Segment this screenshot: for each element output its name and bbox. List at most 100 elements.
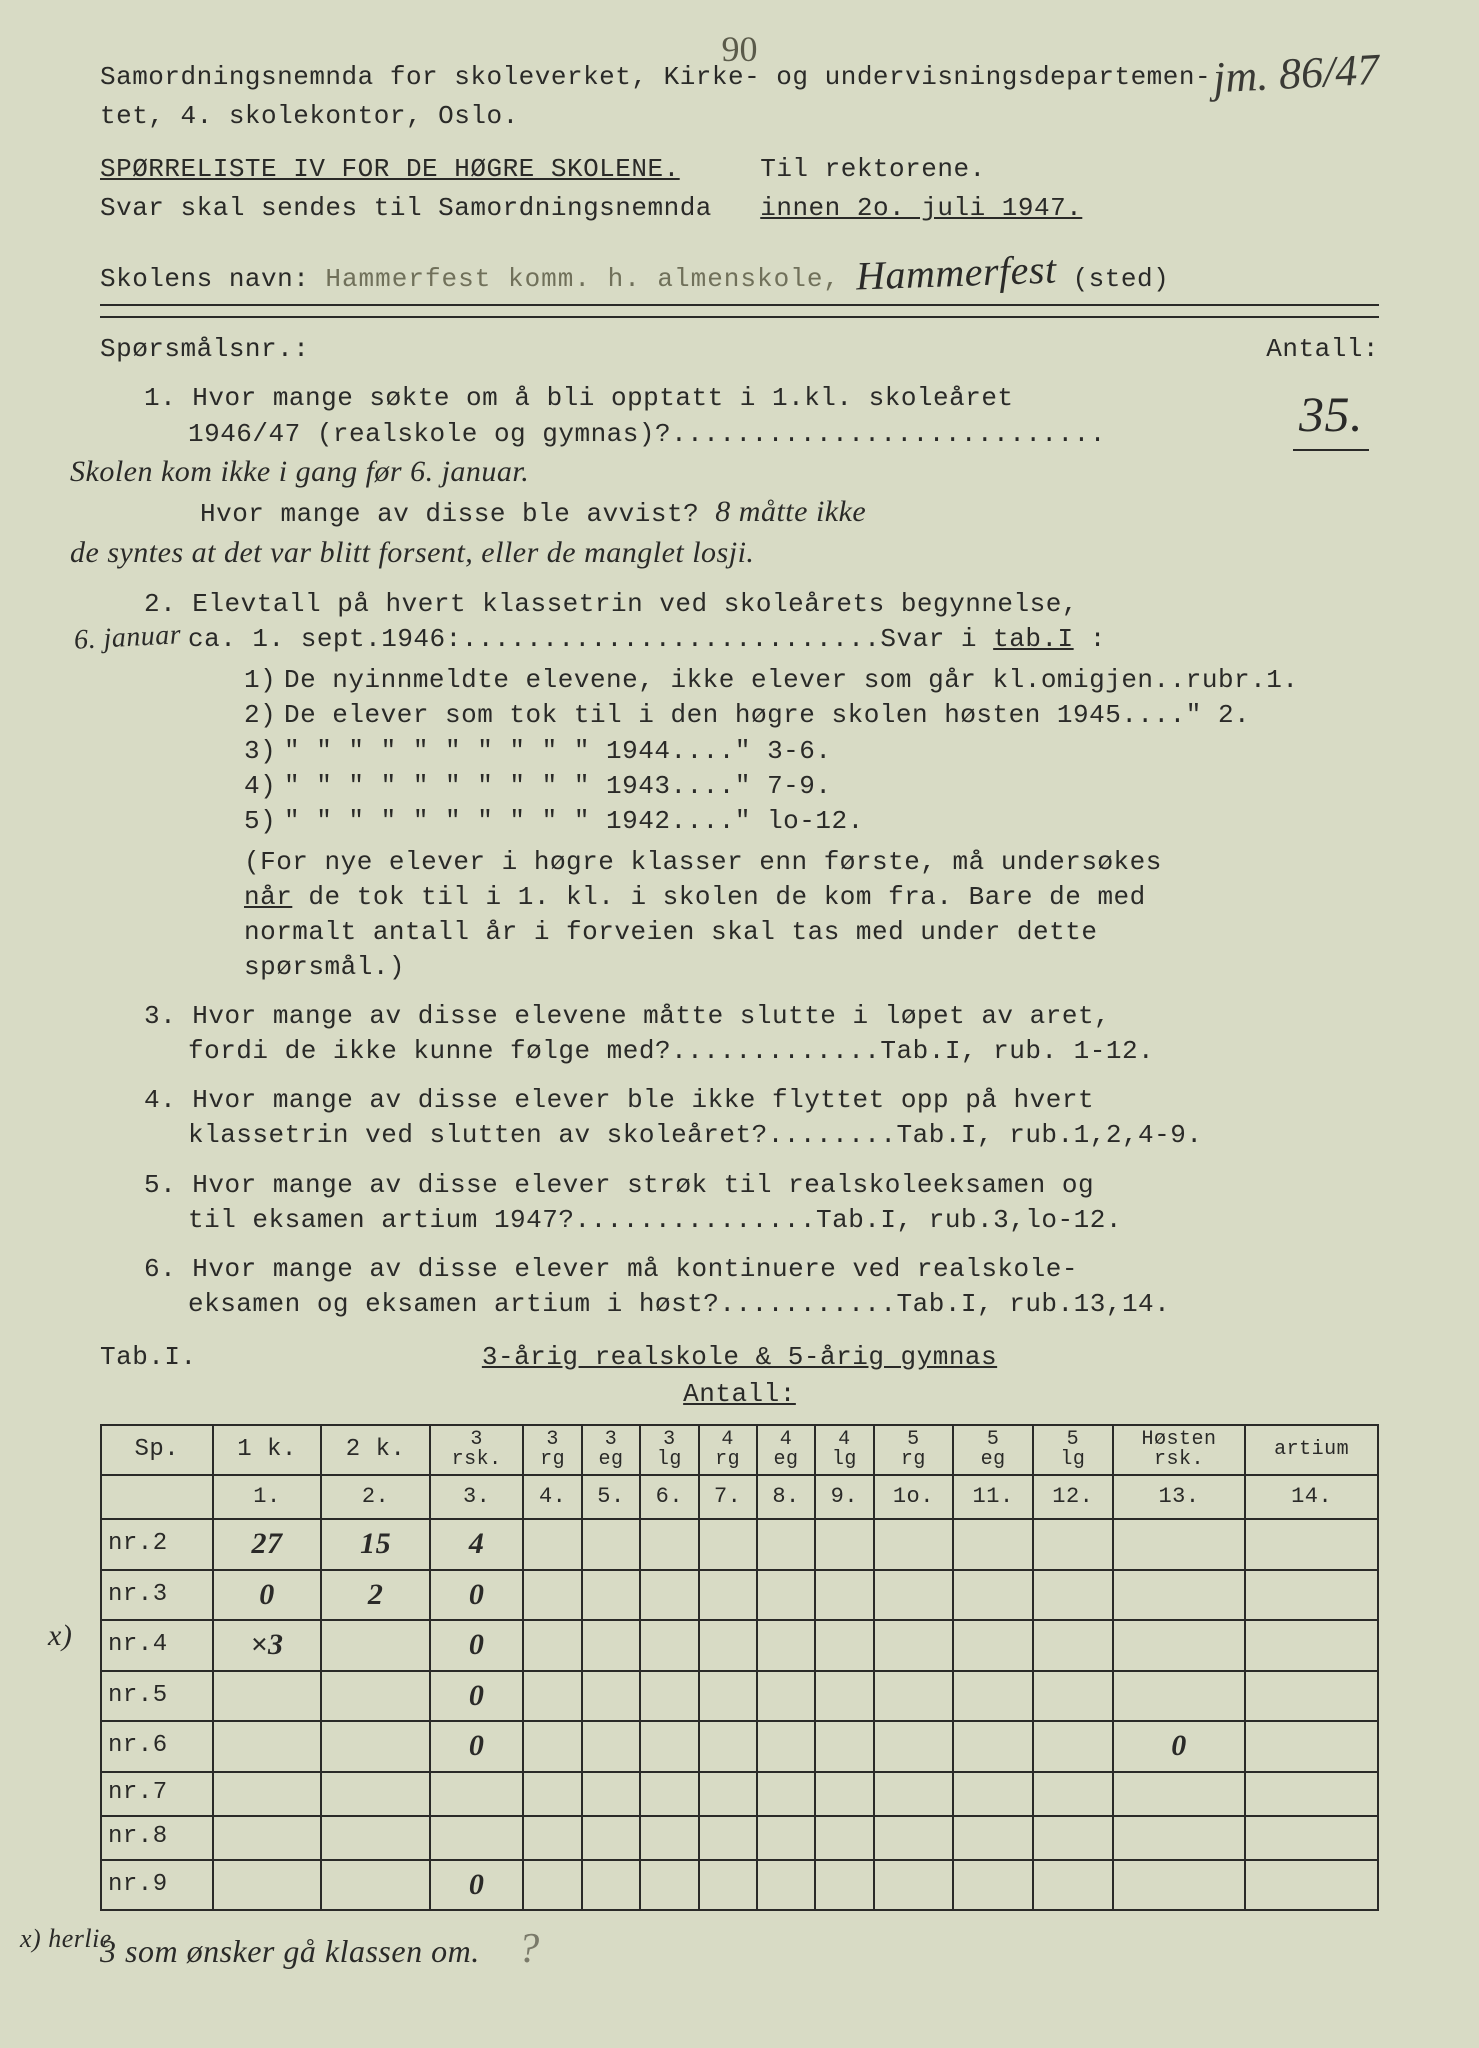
table-cell <box>815 1816 873 1860</box>
table-wrap: Sp.1 k.2 k.3rsk.3rg3eg3lg4rg4eg4lg5rg5eg… <box>100 1424 1379 1911</box>
row-label-cell: nr.7 <box>101 1772 213 1816</box>
table-colnum-cell: 5. <box>582 1475 640 1519</box>
table-cell <box>815 1721 873 1772</box>
table-cell <box>699 1772 757 1816</box>
table-cell <box>815 1671 873 1722</box>
table-cell <box>1245 1519 1378 1570</box>
table-cell <box>523 1860 581 1911</box>
table-cell: 0 <box>1113 1721 1246 1772</box>
row-label-cell: nr.9 <box>101 1860 213 1911</box>
table-cell <box>1113 1519 1246 1570</box>
data-table: Sp.1 k.2 k.3rsk.3rg3eg3lg4rg4eg4lg5rg5eg… <box>100 1424 1379 1911</box>
table-cell <box>640 1860 698 1911</box>
school-label: Skolens navn: <box>100 262 309 297</box>
q1-line2: 1946/47 (realskole og gymnas)?..........… <box>188 417 1379 452</box>
table-cell <box>815 1620 873 1671</box>
table-cell <box>321 1671 430 1722</box>
q2-paren-3: normalt antall år i forveien skal tas me… <box>244 915 1319 950</box>
q2-line2-suffix: : <box>1090 624 1106 654</box>
table-cell <box>1033 1816 1113 1860</box>
q5-l1: 5. Hvor mange av disse elever strøk til … <box>144 1168 1379 1203</box>
table-header-cell: 5lg <box>1033 1425 1113 1475</box>
sublist-num: 2) <box>244 698 284 733</box>
school-typed: Hammerfest komm. h. almenskole, <box>325 262 840 297</box>
table-caption: Tab.I. 3-årig realskole & 5-årig gymnas <box>100 1340 1379 1375</box>
table-colnum-cell: 2. <box>321 1475 430 1519</box>
table-cell <box>321 1772 430 1816</box>
table-cell <box>1033 1570 1113 1621</box>
table-header-cell: 3eg <box>582 1425 640 1475</box>
table-cell: 0 <box>430 1860 524 1911</box>
table-header-cell: 4eg <box>757 1425 815 1475</box>
q6-l2: eksamen og eksamen artium i høst?.......… <box>188 1287 1379 1322</box>
footnote-text: 3 som ønsker gå klassen om. <box>100 1933 480 1969</box>
footnote-mark: x) herlie <box>20 1921 112 1956</box>
table-header-cell: 3rg <box>523 1425 581 1475</box>
table-cell <box>1033 1721 1113 1772</box>
table-cell <box>1033 1519 1113 1570</box>
table-cell: 0 <box>430 1620 524 1671</box>
table-colnum-cell: 6. <box>640 1475 698 1519</box>
q1-answer: 35. <box>1293 381 1369 451</box>
table-cell <box>213 1671 322 1722</box>
table-cell <box>874 1620 954 1671</box>
q2-paren-2-rest: de tok til i 1. kl. i skolen de kom fra.… <box>292 882 1145 912</box>
table-cell <box>640 1671 698 1722</box>
table-cell <box>699 1620 757 1671</box>
table-cell <box>874 1519 954 1570</box>
title-row: SPØRRELISTE IV FOR DE HØGRE SKOLENE. Til… <box>100 152 1379 187</box>
table-cell <box>815 1570 873 1621</box>
q5-l2: til eksamen artium 1947?...............T… <box>188 1203 1379 1238</box>
sublist-text: De elever som tok til i den høgre skolen… <box>284 698 1379 733</box>
table-cell <box>640 1570 698 1621</box>
svar-prefix: Svar skal sendes til Samordningsnemnda <box>100 193 712 223</box>
school-handwritten: Hammerfest <box>855 243 1057 304</box>
row-label-cell: nr.4 <box>101 1620 213 1671</box>
table-cell <box>213 1816 322 1860</box>
table-colnum-cell: 7. <box>699 1475 757 1519</box>
q1-hw-inline: 8 måtte ikke <box>715 495 866 528</box>
table-cell <box>1245 1772 1378 1816</box>
table-cell <box>1245 1671 1378 1722</box>
table-cell <box>699 1671 757 1722</box>
table-cell <box>1033 1620 1113 1671</box>
document-body: Samordningsnemnda for skoleverket, Kirke… <box>100 60 1379 1978</box>
table-cell <box>953 1671 1033 1722</box>
table-cell <box>757 1860 815 1911</box>
table-cell <box>582 1772 640 1816</box>
table-row: nr.600 <box>101 1721 1378 1772</box>
title-underlined: SPØRRELISTE IV FOR DE HØGRE SKOLENE. <box>100 154 680 184</box>
divider <box>100 316 1379 318</box>
header-line-2: tet, 4. skolekontor, Oslo. <box>100 99 1379 134</box>
table-cell <box>582 1570 640 1621</box>
table-cell <box>699 1519 757 1570</box>
table-cell <box>321 1816 430 1860</box>
table-header-1: Sp.1 k.2 k.3rsk.3rg3eg3lg4rg4eg4lg5rg5eg… <box>101 1425 1378 1475</box>
q1-sub: Hvor mange av disse ble avvist? 8 måtte … <box>200 492 1379 533</box>
table-cell <box>757 1671 815 1722</box>
page-number-top: 90 <box>722 28 758 70</box>
table-title: 3-årig realskole & 5-årig gymnas <box>240 1340 1239 1375</box>
table-cell <box>757 1721 815 1772</box>
table-cell: 0 <box>213 1570 322 1621</box>
table-cell <box>582 1671 640 1722</box>
q2-line2: ca. 1. sept.1946:.......................… <box>188 624 977 654</box>
table-cell <box>1245 1816 1378 1860</box>
table-cell: ×3 <box>213 1620 322 1671</box>
table-row: nr.9 0 <box>101 1860 1378 1911</box>
svar-row: Svar skal sendes til Samordningsnemnda i… <box>100 191 1379 226</box>
table-cell <box>321 1860 430 1911</box>
table-colnum-cell: 9. <box>815 1475 873 1519</box>
table-cell <box>874 1570 954 1621</box>
table-colnum-cell: 14. <box>1245 1475 1378 1519</box>
sublist-text: " " " " " " " " " " 1942...." lo-12. <box>284 804 1379 839</box>
table-cell: 27 <box>213 1519 322 1570</box>
table-colnum-cell: 11. <box>953 1475 1033 1519</box>
q2-sublist-row: 2)De elever som tok til i den høgre skol… <box>244 698 1379 733</box>
table-cell <box>430 1816 524 1860</box>
table-cell <box>582 1816 640 1860</box>
table-header-cell: 2 k. <box>321 1425 430 1475</box>
table-cell <box>699 1570 757 1621</box>
table-cell <box>1033 1772 1113 1816</box>
table-cell <box>582 1519 640 1570</box>
